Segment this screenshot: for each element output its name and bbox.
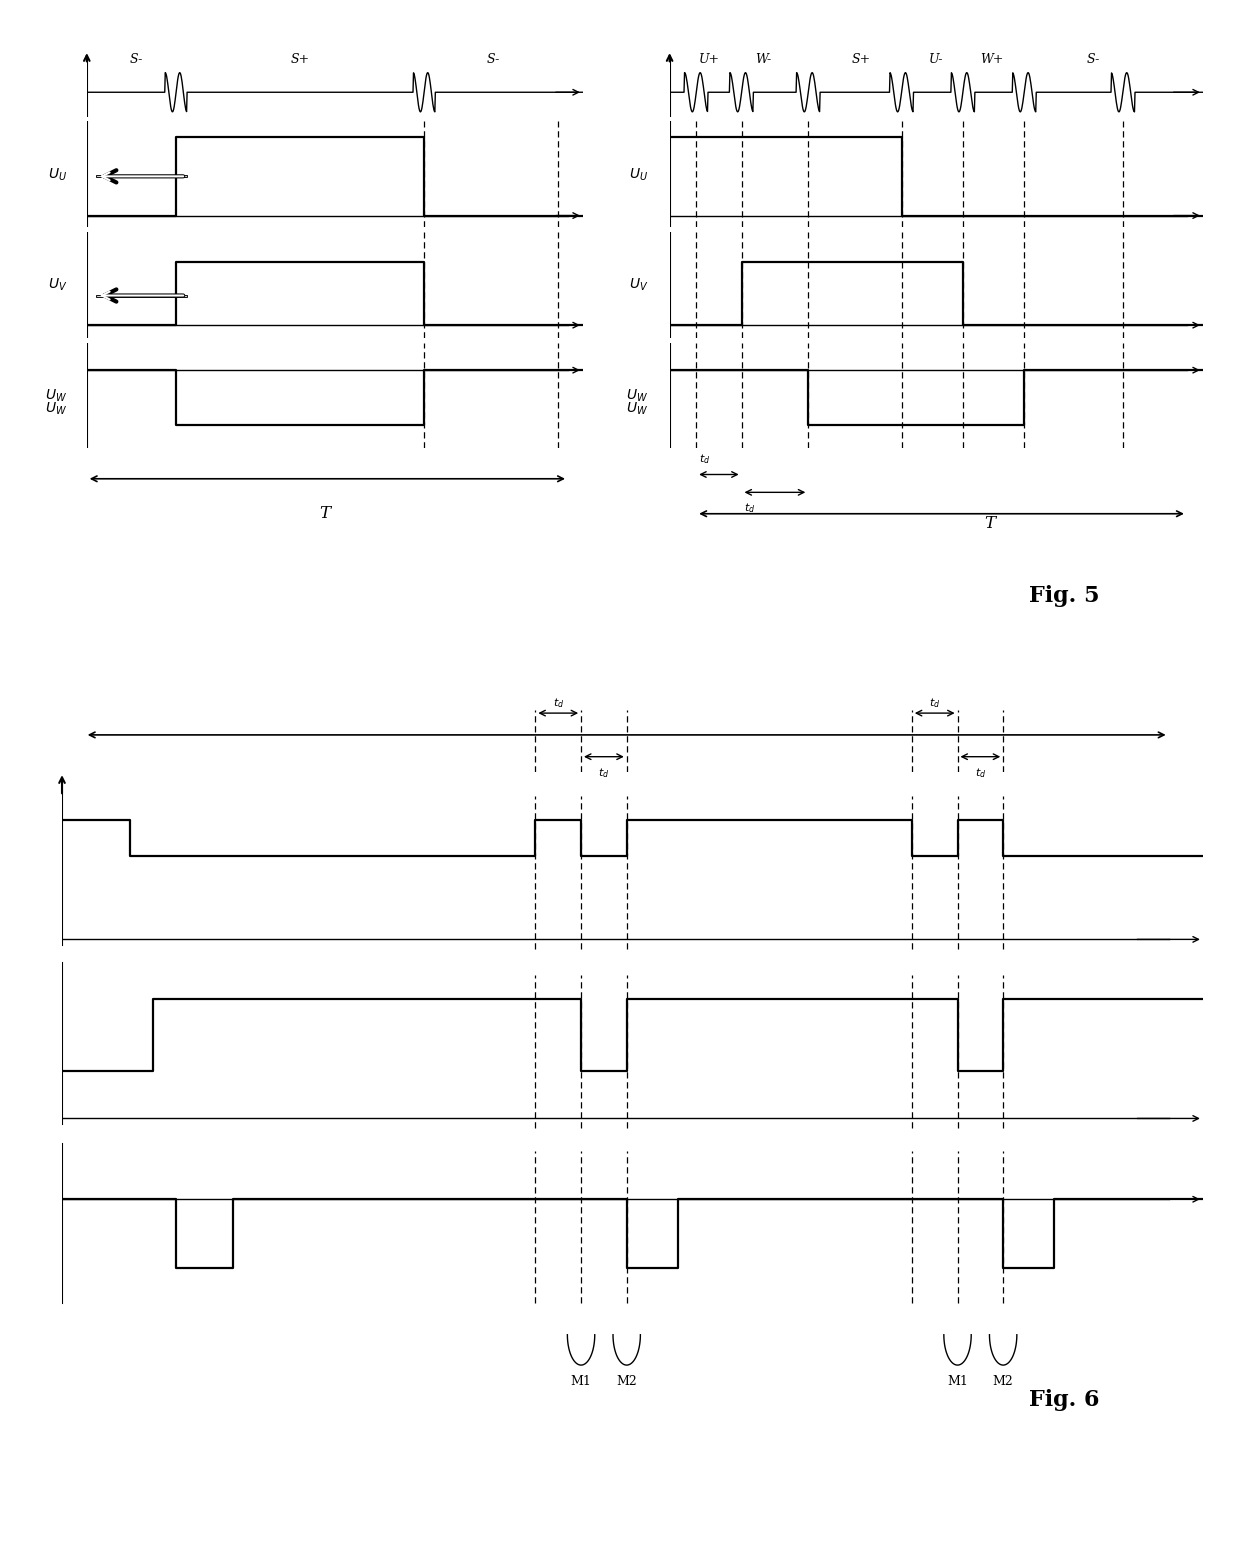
- Text: S+: S+: [852, 53, 872, 67]
- Text: $t_d$: $t_d$: [598, 766, 610, 780]
- Text: S-: S-: [487, 53, 500, 67]
- Text: $U_V$: $U_V$: [47, 277, 67, 293]
- Text: $U_W$: $U_W$: [626, 388, 649, 403]
- Text: $U_W$: $U_W$: [45, 400, 67, 417]
- Text: S+: S+: [290, 53, 310, 67]
- Text: $U_U$: $U_U$: [629, 167, 649, 182]
- Text: Fig. 5: Fig. 5: [1029, 585, 1100, 607]
- Text: $U_V$: $U_V$: [629, 277, 649, 293]
- Text: $t_d$: $t_d$: [699, 452, 711, 466]
- Text: M1: M1: [947, 1375, 968, 1389]
- Text: M1: M1: [570, 1375, 591, 1389]
- Text: $t_d$: $t_d$: [744, 501, 755, 515]
- Text: T: T: [320, 504, 330, 522]
- Text: $t_d$: $t_d$: [975, 766, 986, 780]
- Text: M2: M2: [616, 1375, 637, 1389]
- Text: $U_W$: $U_W$: [626, 400, 649, 417]
- Text: $U_U$: $U_U$: [48, 167, 67, 182]
- Text: U+: U+: [699, 53, 720, 67]
- Text: S-: S-: [1086, 53, 1100, 67]
- Text: U-: U-: [929, 53, 944, 67]
- Text: $t_d$: $t_d$: [553, 696, 564, 710]
- Text: $t_d$: $t_d$: [929, 696, 940, 710]
- Text: W-: W-: [755, 53, 771, 67]
- Text: $U_W$: $U_W$: [45, 388, 67, 403]
- Text: W+: W+: [981, 53, 1004, 67]
- Text: Fig. 6: Fig. 6: [1029, 1389, 1100, 1411]
- Text: S-: S-: [130, 53, 143, 67]
- Text: T: T: [985, 514, 994, 531]
- Text: M2: M2: [993, 1375, 1013, 1389]
